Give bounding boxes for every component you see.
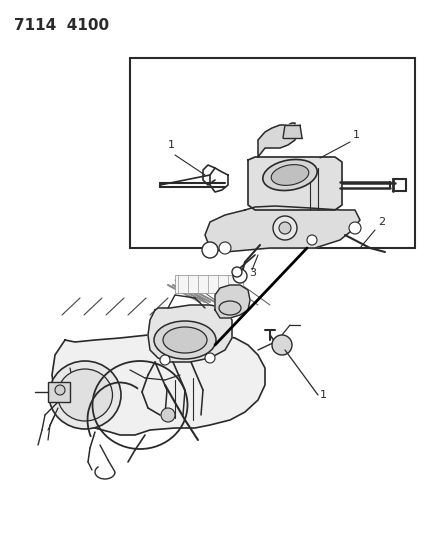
Text: 1: 1 [168,140,175,150]
Circle shape [349,222,361,234]
Bar [130,58,415,248]
Circle shape [161,408,175,422]
Ellipse shape [219,301,241,315]
Text: 3: 3 [249,268,256,278]
Polygon shape [248,157,342,210]
Text: 1: 1 [353,130,360,140]
Text: 1: 1 [320,390,327,400]
Circle shape [232,267,242,277]
Circle shape [205,353,215,363]
Circle shape [202,242,218,258]
Ellipse shape [163,327,207,353]
Ellipse shape [154,321,216,359]
Circle shape [279,222,291,234]
Polygon shape [52,335,265,435]
Circle shape [219,242,231,254]
Ellipse shape [263,159,317,190]
Circle shape [307,235,317,245]
Polygon shape [205,206,360,252]
Text: 7114  4100: 7114 4100 [14,18,109,33]
Circle shape [160,355,170,365]
Circle shape [55,385,65,395]
Polygon shape [215,285,250,318]
Ellipse shape [49,361,121,429]
Text: 2: 2 [378,217,385,227]
Ellipse shape [57,369,113,421]
Polygon shape [258,123,295,157]
Ellipse shape [271,165,309,185]
Bar [175,275,243,293]
Bar [48,382,70,402]
Polygon shape [283,125,302,138]
Circle shape [272,335,292,355]
Polygon shape [148,305,232,362]
Circle shape [233,269,247,283]
Circle shape [273,216,297,240]
